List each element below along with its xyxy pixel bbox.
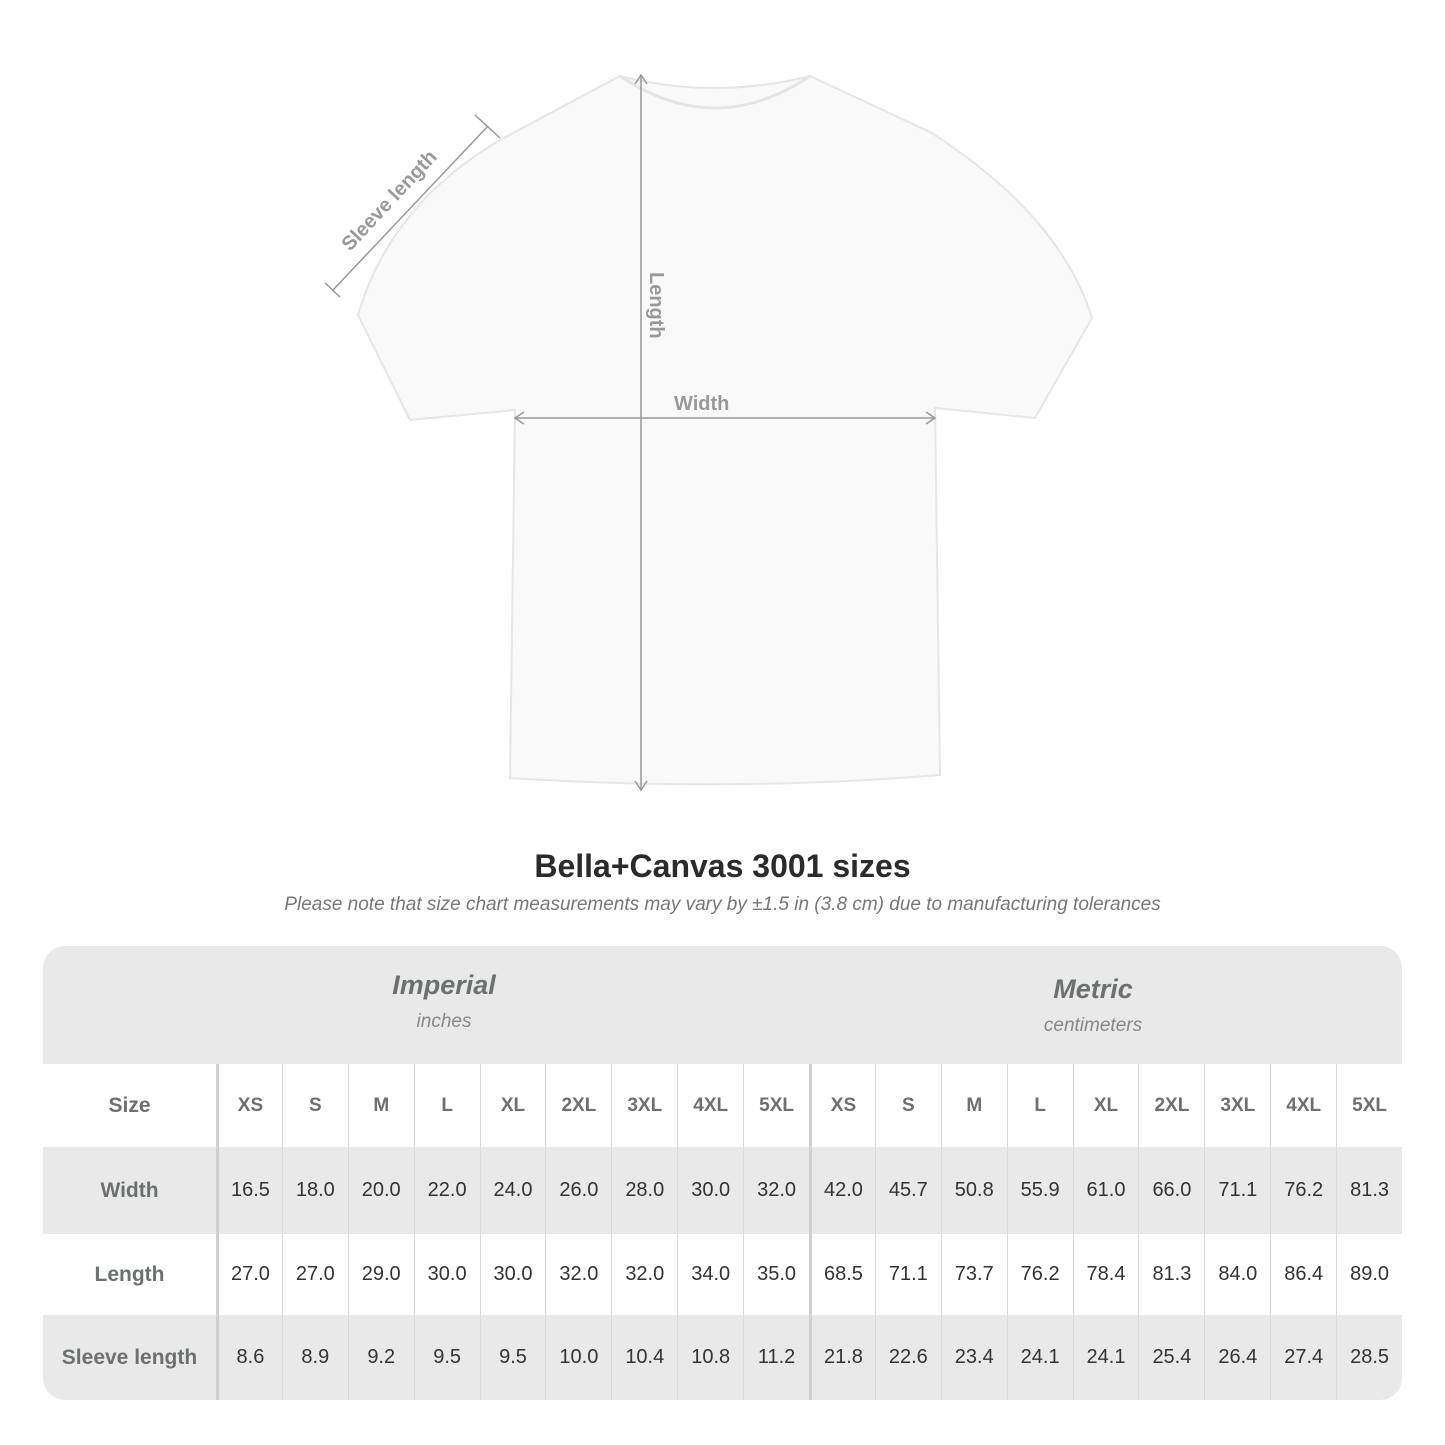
tolerance-note: Please note that size chart measurements…: [284, 894, 1161, 915]
imperial-value-cell: 16.5: [216, 1147, 282, 1234]
imperial-size-header: 4XL: [677, 1064, 743, 1147]
metric-value-cell: 81.3: [1336, 1147, 1402, 1234]
imperial-title: Imperial: [392, 970, 496, 1000]
metric-size-header: 5XL: [1336, 1064, 1402, 1147]
imperial-size-header: XL: [479, 1064, 546, 1147]
imperial-value-cell: 20.0: [347, 1147, 414, 1234]
metric-value-cell: 25.4: [1138, 1315, 1204, 1400]
imperial-value-cell: 32.0: [611, 1234, 677, 1315]
metric-value-cell: 45.7: [874, 1147, 941, 1234]
imperial-size-header: 3XL: [611, 1064, 677, 1147]
size-table: Imperial inches Metric centimeters Size X…: [43, 946, 1402, 1400]
metric-size-header: 4XL: [1270, 1064, 1336, 1147]
imperial-group-header: Imperial inches: [216, 970, 672, 1088]
imperial-size-header: 2XL: [545, 1064, 611, 1147]
metric-size-header: 3XL: [1204, 1064, 1270, 1147]
metric-subtitle: centimeters: [1043, 1015, 1143, 1036]
metric-value-cell: 86.4: [1270, 1234, 1336, 1315]
imperial-value-cell: 32.0: [545, 1234, 611, 1315]
metric-size-header: L: [1006, 1064, 1073, 1147]
row-label: Length: [94, 1262, 165, 1286]
metric-size-header: M: [940, 1064, 1007, 1147]
row-label: Sleeve length: [61, 1345, 198, 1369]
metric-value-cell: 78.4: [1072, 1234, 1139, 1315]
table-row: Length 27.0 27.0 29.0 30.0 30.0 32.0 32.0 34.0 35…: [43, 1234, 1402, 1315]
metric-value-cell: 71.1: [1204, 1147, 1270, 1234]
metric-size-header: 2XL: [1138, 1064, 1204, 1147]
imperial-value-cell: 30.0: [677, 1147, 743, 1234]
tshirt-diagram: Sleeve length Length Width: [324, 73, 1094, 792]
metric-value-cell: 24.1: [1072, 1315, 1139, 1400]
metric-value-cell: 68.5: [809, 1234, 875, 1315]
metric-value-cell: 27.4: [1270, 1315, 1336, 1400]
metric-value-cell: 71.1: [874, 1234, 941, 1315]
imperial-value-cell: 8.6: [216, 1315, 282, 1400]
metric-value-cell: 23.4: [940, 1315, 1007, 1400]
tshirt-collar: [619, 74, 811, 110]
metric-size-header: XS: [809, 1064, 875, 1147]
imperial-value-cell: 34.0: [677, 1234, 743, 1315]
imperial-value-cell: 27.0: [216, 1234, 282, 1315]
imperial-size-header: M: [347, 1064, 414, 1147]
sleeve-arrow: [332, 125, 489, 291]
metric-value-cell: 42.0: [809, 1147, 875, 1234]
width-label: Width: [674, 393, 729, 415]
imperial-value-cell: 24.0: [479, 1147, 546, 1234]
metric-value-cell: 26.4: [1204, 1315, 1270, 1400]
page-title: Bella+Canvas 3001 sizes: [534, 848, 911, 884]
imperial-value-cell: 10.4: [611, 1315, 677, 1400]
imperial-size-header: L: [413, 1064, 480, 1147]
row-label: Width: [100, 1178, 159, 1202]
metric-group-header: Metric centimeters: [808, 974, 1378, 1092]
metric-value-cell: 89.0: [1336, 1234, 1402, 1315]
imperial-value-cell: 28.0: [611, 1147, 677, 1234]
imperial-value-cell: 35.0: [743, 1234, 809, 1315]
imperial-value-cell: 8.9: [281, 1315, 348, 1400]
metric-value-cell: 84.0: [1204, 1234, 1270, 1315]
metric-value-cell: 76.2: [1006, 1234, 1073, 1315]
metric-value-cell: 76.2: [1270, 1147, 1336, 1234]
length-label: Length: [645, 272, 667, 339]
metric-value-cell: 50.8: [940, 1147, 1007, 1234]
metric-value-cell: 61.0: [1072, 1147, 1139, 1234]
imperial-value-cell: 18.0: [281, 1147, 348, 1234]
imperial-value-cell: 10.0: [545, 1315, 611, 1400]
size-header-row: Size XS S M L XL 2XL 3XL 4XL 5XL XS S M L XL 2XL 3XL 4XL 5…: [43, 1064, 1402, 1147]
metric-size-header: XL: [1072, 1064, 1139, 1147]
metric-value-cell: 21.8: [809, 1315, 875, 1400]
imperial-value-cell: 30.0: [413, 1234, 480, 1315]
imperial-size-header: XS: [216, 1064, 282, 1147]
imperial-value-cell: 26.0: [545, 1147, 611, 1234]
imperial-value-cell: 11.2: [743, 1315, 809, 1400]
metric-value-cell: 22.6: [874, 1315, 941, 1400]
metric-value-cell: 73.7: [940, 1234, 1007, 1315]
metric-value-cell: 24.1: [1006, 1315, 1073, 1400]
imperial-value-cell: 27.0: [281, 1234, 348, 1315]
imperial-value-cell: 29.0: [347, 1234, 414, 1315]
imperial-value-cell: 22.0: [413, 1147, 480, 1234]
row-label: Size: [108, 1093, 151, 1117]
imperial-value-cell: 9.2: [347, 1315, 414, 1400]
metric-value-cell: 66.0: [1138, 1147, 1204, 1234]
metric-value-cell: 55.9: [1006, 1147, 1073, 1234]
imperial-subtitle: inches: [416, 1011, 472, 1032]
tshirt-shape: [356, 74, 1094, 786]
imperial-value-cell: 30.0: [479, 1234, 546, 1315]
metric-value-cell: 28.5: [1336, 1315, 1402, 1400]
imperial-size-header: 5XL: [743, 1064, 809, 1147]
table-row: Width 16.5 18.0 20.0 22.0 24.0 26.0 28.0 30.0 32.…: [43, 1147, 1402, 1234]
imperial-value-cell: 9.5: [479, 1315, 546, 1400]
table-row: Sleeve length 8.6 8.9 9.2 9.5 9.5 10.0 10.4 10.8…: [43, 1315, 1402, 1400]
imperial-value-cell: 32.0: [743, 1147, 809, 1234]
metric-size-header: S: [874, 1064, 941, 1147]
imperial-value-cell: 10.8: [677, 1315, 743, 1400]
imperial-size-header: S: [281, 1064, 348, 1147]
metric-title: Metric: [1053, 974, 1133, 1004]
metric-value-cell: 81.3: [1138, 1234, 1204, 1315]
imperial-value-cell: 9.5: [413, 1315, 480, 1400]
